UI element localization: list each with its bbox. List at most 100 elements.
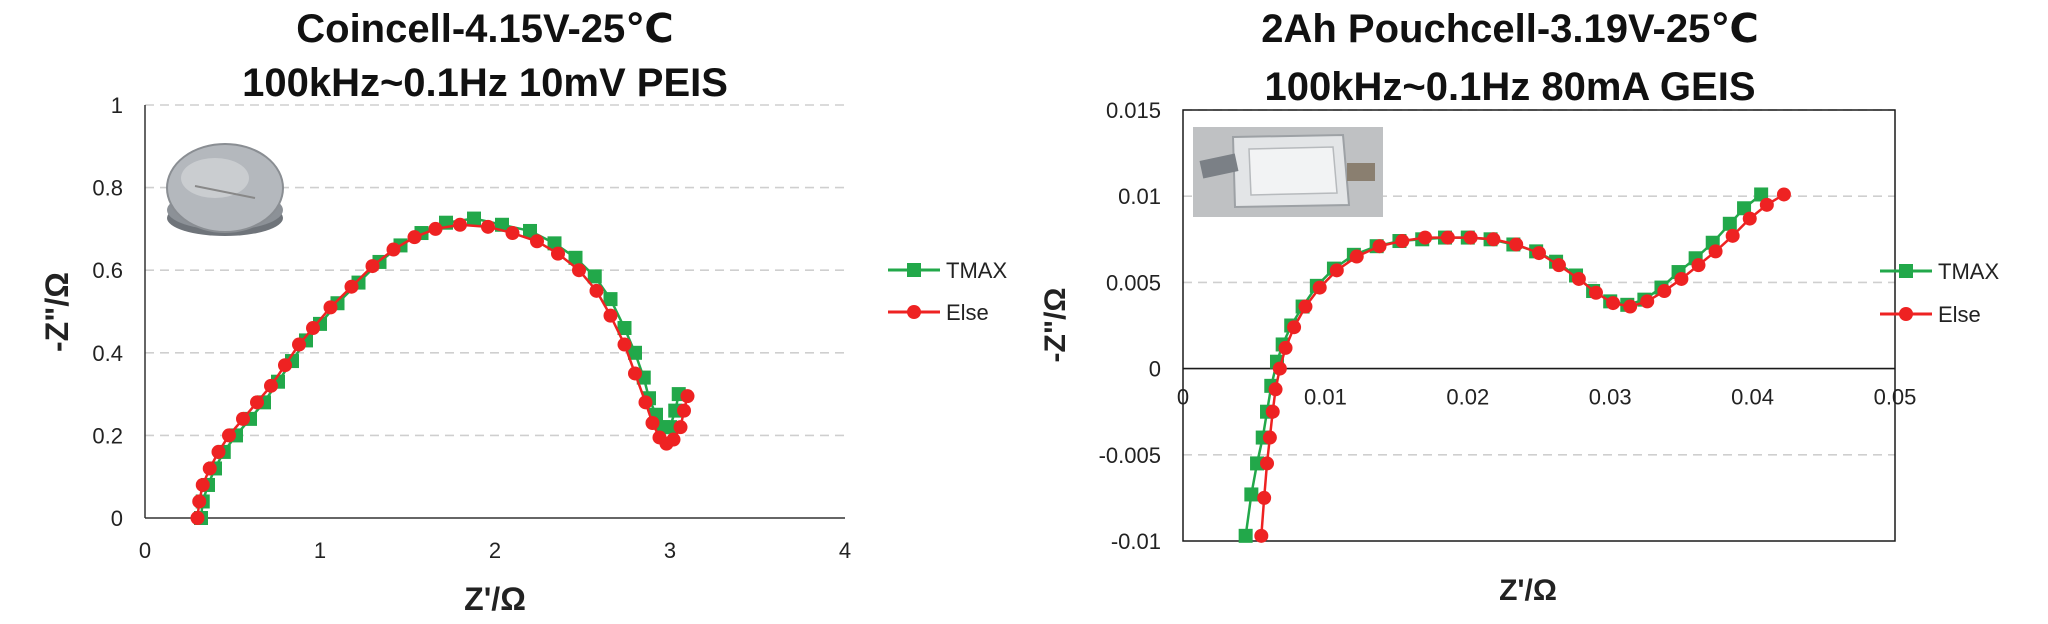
data-point-else [1532,246,1546,261]
y-tick-label: 0 [1149,357,1161,382]
data-point-else [1312,280,1327,295]
data-point-tmax [523,223,537,238]
data-point-tmax [663,420,677,435]
data-point-else [645,416,660,431]
data-point-else [428,221,443,236]
legend-marker-tmax [907,263,921,277]
data-point-else [1708,244,1723,259]
data-point-else [1776,187,1791,202]
y-tick-label: -0.01 [1111,529,1161,554]
data-point-else [617,337,632,352]
data-point-else [1287,320,1302,335]
data-point-else [1463,230,1478,245]
data-point-else [680,389,695,404]
data-point-tmax [568,250,583,265]
data-point-else [250,395,264,410]
chart-1: Coincell-4.15V-25℃ 100kHz~0.1Hz 10mV PEIS… [39,7,1007,617]
data-point-else [1257,490,1272,505]
pouch-cell-photo [1193,127,1383,217]
data-point-else [677,403,691,418]
data-point-else [1551,258,1566,273]
data-point-tmax [467,211,481,226]
chart-title-line2: 100kHz~0.1Hz 10mV PEIS [242,61,728,105]
y-tick-label: 0 [111,506,123,531]
data-point-else [481,219,495,234]
x-tick-label: 0.05 [1874,385,1917,410]
data-point-else [1486,232,1501,247]
data-point-else [589,283,604,298]
data-point-else [292,337,306,352]
data-point-else [1759,197,1774,212]
legend-label-tmax: TMAX [1938,259,1999,284]
x-tick-label: 4 [839,538,851,563]
data-point-else [278,358,292,373]
chart-2: 2Ah Pouchcell-3.19V-25℃ 100kHz~0.1Hz 80mA… [1039,7,1999,607]
data-point-else [1298,299,1313,314]
data-point-else [1623,299,1638,314]
pouch-tab-right [1347,163,1375,181]
coin-cell-highlight [181,158,249,198]
y-tick-label: 0.6 [92,258,123,283]
data-point-else [1742,211,1757,226]
data-point-else [192,494,207,509]
data-point-else [453,217,467,232]
series-else [190,217,695,525]
y-axis-label: -Z"/Ω [1039,288,1072,363]
x-axis-label: Z'/Ω [1499,574,1557,607]
data-point-else [1657,284,1672,299]
data-point-tmax [1244,487,1259,502]
data-point-else [1278,340,1293,355]
x-tick-label: 0 [139,538,151,563]
data-point-else [505,226,520,241]
legend-marker-tmax [1899,264,1913,278]
data-point-else [222,428,236,443]
data-point-else [638,395,653,410]
data-point-else [1272,361,1287,376]
series-line-else [196,223,689,519]
data-point-else [1418,230,1433,245]
data-point-else [365,259,380,274]
data-point-else [1260,456,1275,471]
data-point-else [1691,258,1706,273]
data-point-else [1440,230,1455,245]
data-point-else [1265,404,1280,419]
data-point-tmax [1238,528,1253,543]
y-tick-label: 1 [111,93,123,118]
x-tick-label: 0.01 [1304,385,1347,410]
data-point-else [1268,382,1283,397]
data-point-else [666,432,681,447]
x-tick-label: 1 [314,538,326,563]
data-point-else [628,366,642,381]
data-point-else [1395,234,1410,249]
data-point-else [1640,294,1655,309]
legend: TMAX Else [888,258,1007,325]
data-point-else [386,242,401,257]
pouch-cell-inner [1248,146,1338,196]
chart-title-line1: Coincell-4.15V-25℃ [296,7,673,51]
data-point-else [603,308,618,323]
data-point-else [1509,237,1524,252]
data-point-else [1254,528,1269,543]
series-line-tmax [199,217,680,519]
x-tick-label: 0.02 [1446,385,1489,410]
data-point-tmax [628,345,642,360]
legend-label-tmax: TMAX [946,258,1007,283]
x-axis-label: Z'/Ω [464,581,526,617]
y-tick-label: 0.4 [92,341,123,366]
data-point-else [673,420,688,435]
data-point-tmax [1250,456,1265,471]
y-tick-label: 0.2 [92,423,123,448]
series-tmax [194,211,686,525]
legend-label-else: Else [946,300,989,325]
data-point-else [530,234,544,249]
data-point-else [323,300,338,315]
data-point-tmax [1722,216,1737,231]
x-tick-label: 0.04 [1731,385,1774,410]
legend-marker-else [907,305,921,319]
data-point-else [190,511,205,525]
data-point-else [202,461,217,476]
data-point-else [264,378,278,393]
data-point-else [1329,263,1344,278]
data-point-else [1372,239,1387,254]
